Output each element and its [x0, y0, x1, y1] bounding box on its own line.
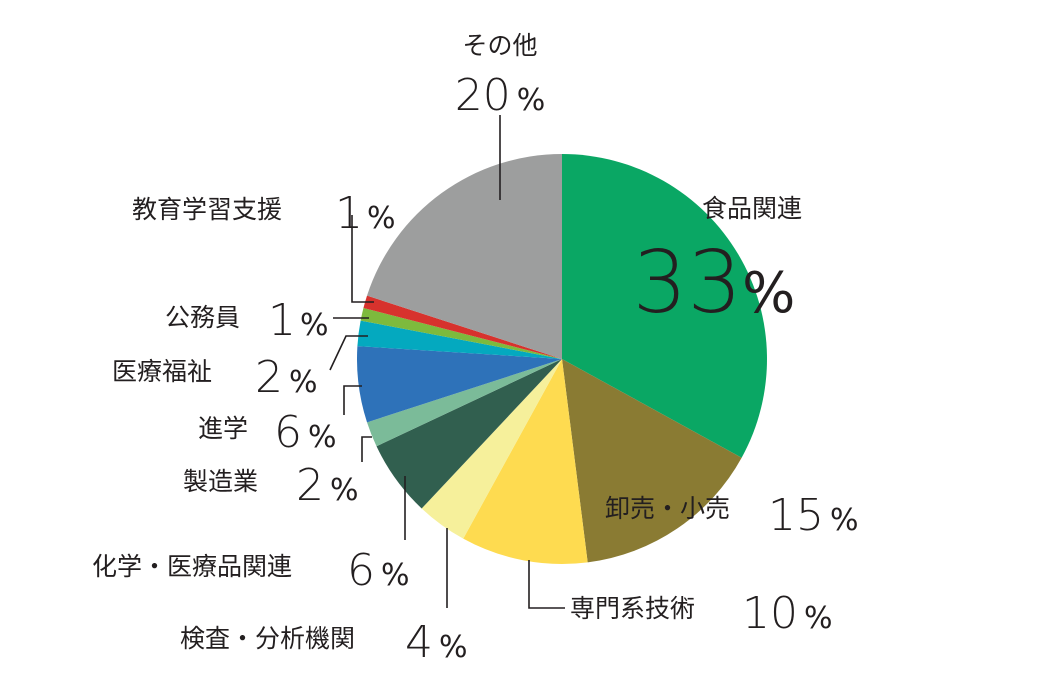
pie-slice-4: [376, 359, 562, 509]
value-manufacturing-unit: %: [330, 473, 359, 508]
value-public-servant-number: 1: [268, 295, 296, 346]
value-wholesale-retail-unit: %: [830, 503, 859, 538]
leader-line-education: [351, 215, 374, 303]
leader-line-further-study: [343, 385, 362, 415]
label-manufacturing: 製造業: [183, 467, 258, 496]
value-professional-number: 10: [742, 588, 798, 639]
label-chemical: 化学・医療品関連: [92, 552, 292, 581]
value-food-number: 33: [633, 233, 742, 333]
label-other: その他: [462, 31, 537, 60]
label-public-servant: 公務員: [165, 303, 240, 332]
value-wholesale-retail-number: 15: [768, 490, 824, 541]
leader-line-medical: [329, 335, 368, 371]
pie-slice-7: [357, 320, 562, 359]
value-chemical-unit: %: [381, 558, 410, 593]
value-other-unit: %: [517, 83, 546, 118]
value-professional-unit: %: [804, 601, 833, 636]
value-public-servant-unit: %: [300, 308, 329, 343]
pie-slice-5: [367, 359, 562, 447]
value-education-support-number: 1: [335, 188, 363, 239]
value-inspection-unit: %: [439, 630, 468, 665]
label-food: 食品関連: [702, 194, 802, 223]
value-further-study: 6%: [274, 407, 337, 458]
pie-slice-9: [363, 295, 562, 359]
value-education-support-unit: %: [367, 201, 396, 236]
value-inspection: 4%: [405, 617, 468, 668]
value-food-unit: %: [742, 261, 795, 326]
pie-slice-8: [360, 308, 562, 359]
leader-line-professional: [528, 560, 565, 609]
pie-slice-10: [367, 154, 562, 359]
value-medical-welfare-number: 2: [255, 352, 283, 403]
value-further-study-unit: %: [308, 420, 337, 455]
pie-slices: [356, 154, 767, 564]
value-chemical: 6%: [347, 545, 410, 596]
value-chemical-number: 6: [347, 545, 375, 596]
pie-slice-1: [562, 359, 742, 563]
value-public-servant: 1%: [268, 295, 329, 346]
value-food: 33%: [633, 233, 796, 333]
value-wholesale-retail: 15%: [768, 490, 859, 541]
leader-line-manufacturing: [361, 436, 372, 462]
label-professional: 専門系技術: [570, 594, 695, 623]
value-medical-welfare-unit: %: [289, 365, 318, 400]
leader-lines: [329, 115, 565, 609]
label-medical-welfare: 医療福祉: [112, 357, 212, 386]
value-inspection-number: 4: [405, 617, 433, 668]
pie-slice-2: [463, 359, 588, 564]
label-further-study: 進学: [198, 414, 248, 443]
label-wholesale-retail: 卸売・小売: [605, 494, 730, 523]
pie-slice-3: [421, 359, 562, 539]
value-manufacturing-number: 2: [296, 460, 324, 511]
value-other-number: 20: [455, 70, 511, 121]
value-other: 20%: [455, 70, 546, 121]
pie-slice-6: [356, 346, 562, 423]
value-professional: 10%: [742, 588, 833, 639]
pie-slice-0: [562, 154, 767, 458]
label-education-support: 教育学習支援: [132, 195, 282, 224]
value-medical-welfare: 2%: [255, 352, 318, 403]
value-further-study-number: 6: [274, 407, 302, 458]
value-manufacturing: 2%: [296, 460, 359, 511]
slice-labels: 食品関連 33% 卸売・小売 15% 専門系技術 10% 検査・分析機関 4% …: [92, 31, 859, 668]
label-inspection: 検査・分析機関: [180, 624, 355, 653]
value-education-support: 1%: [335, 188, 396, 239]
